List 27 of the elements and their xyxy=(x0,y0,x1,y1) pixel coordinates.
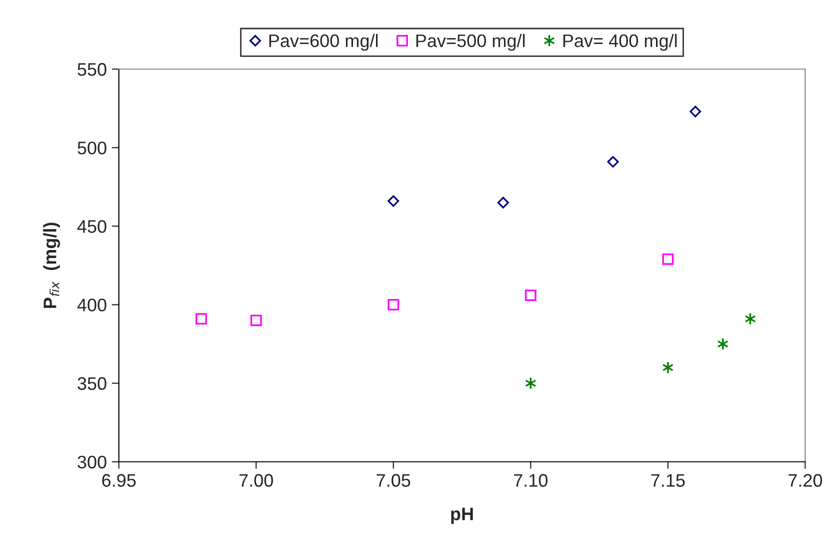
x-tick-label: 6.95 xyxy=(102,474,136,487)
x-tick-label: 7.10 xyxy=(514,474,548,487)
x-tick-label: 7.00 xyxy=(239,474,273,487)
x-tick-label: 7.20 xyxy=(788,474,822,487)
legend-label: Pav=600 mg/l xyxy=(269,34,378,51)
point xyxy=(662,253,674,265)
point xyxy=(388,299,400,310)
x-axis-title: pH xyxy=(451,508,473,524)
point xyxy=(607,156,619,168)
point xyxy=(524,290,536,301)
point xyxy=(690,106,702,118)
legend-label: Pav=500 mg/l xyxy=(416,34,525,51)
point xyxy=(662,361,674,374)
point xyxy=(250,314,262,326)
y-tick-label: 450 xyxy=(77,220,106,233)
point xyxy=(497,196,509,208)
point xyxy=(196,313,207,325)
x-tick-label: 7.05 xyxy=(376,474,410,487)
y-tick-label: 300 xyxy=(78,456,106,468)
y-tick-label: 400 xyxy=(77,298,106,312)
y-tick-label: 550 xyxy=(78,63,106,76)
legend-label: Pav= 400 mg/l xyxy=(563,34,677,51)
y-tick-label: 350 xyxy=(78,377,106,390)
point xyxy=(388,195,400,207)
y-tick-label: 500 xyxy=(78,142,106,154)
y-axis-title: P$_{fix}$ (mg/l) xyxy=(43,222,60,308)
x-tick-label: 7.15 xyxy=(651,474,685,487)
